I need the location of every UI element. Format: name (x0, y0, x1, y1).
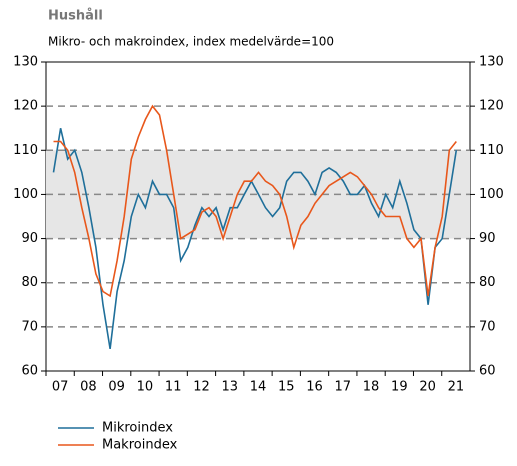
y-tick-label: 80 (21, 275, 38, 290)
x-tick-label: 09 (108, 380, 125, 395)
series-line (53, 104, 457, 298)
chart-title: Hushåll (48, 9, 103, 24)
y2-tick-label: 130 (479, 55, 504, 70)
y2-tick-label: 110 (479, 143, 504, 158)
y2-tick-label: 60 (479, 364, 496, 379)
legend-label: Mikroindex (102, 421, 173, 436)
y-tick-label: 90 (21, 231, 38, 246)
x-tick-label: 15 (278, 380, 295, 395)
x-tick-label: 07 (52, 380, 69, 395)
legend-label: Makroindex (102, 438, 178, 453)
y2-tick-label: 70 (479, 319, 496, 334)
x-tick-label: 19 (391, 380, 408, 395)
x-tick-label: 08 (80, 380, 97, 395)
x-tick-label: 10 (137, 380, 154, 395)
x-tick-label: 14 (250, 380, 267, 395)
x-tick-label: 21 (448, 380, 465, 395)
x-tick-label: 12 (193, 380, 210, 395)
x-tick-label: 13 (221, 380, 238, 395)
y-tick-label: 120 (13, 99, 38, 114)
y2-tick-label: 80 (479, 275, 496, 290)
y2-tick-label: 120 (479, 99, 504, 114)
x-tick-label: 11 (165, 380, 182, 395)
y2-tick-label: 100 (479, 187, 504, 202)
chart-subtitle: Mikro- och makroindex, index medelvärde=… (48, 35, 334, 49)
y-tick-label: 60 (21, 364, 38, 379)
x-tick-label: 18 (363, 380, 380, 395)
y-tick-label: 70 (21, 319, 38, 334)
y-tick-label: 130 (13, 55, 38, 70)
x-tick-label: 20 (419, 380, 436, 395)
y-tick-label: 100 (13, 187, 38, 202)
x-tick-label: 17 (335, 380, 352, 395)
y2-tick-label: 90 (479, 231, 496, 246)
x-tick-label: 16 (306, 380, 323, 395)
y-tick-label: 110 (13, 143, 38, 158)
series-line (52, 128, 458, 350)
